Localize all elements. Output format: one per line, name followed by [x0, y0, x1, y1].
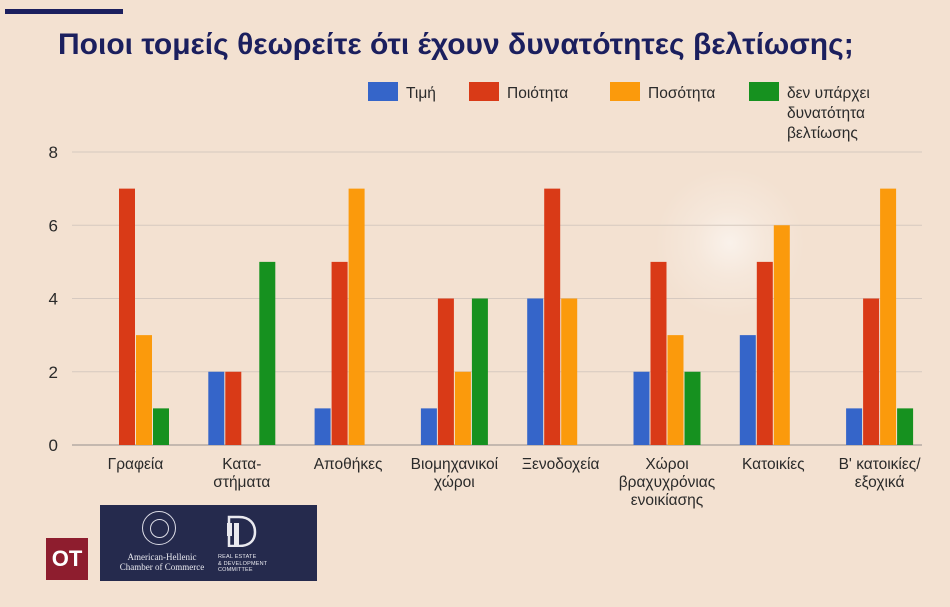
grid-lines [72, 151, 922, 446]
legend-swatch [469, 82, 499, 101]
bar [561, 298, 578, 445]
bar [846, 408, 863, 445]
ot-logo: OT [46, 538, 88, 580]
bar [684, 371, 701, 445]
legend-swatch [610, 82, 640, 101]
redc-name: REAL ESTATE & DEVELOPMENT COMMITTEE [218, 554, 268, 573]
x-tick-label: Β' κατοικίες/εξοχικά [839, 456, 922, 491]
sponsor-logo-panel: American-Hellenic Chamber of Commerce RE… [100, 505, 317, 581]
bar [153, 408, 169, 445]
bar [454, 371, 471, 445]
bar [225, 371, 242, 445]
legend-label: Ποσότητα [648, 85, 715, 102]
bar [527, 298, 544, 445]
amcham-name: American-Hellenic Chamber of Commerce [119, 552, 205, 572]
bar [650, 261, 667, 445]
x-tick-label: Κατοικίες [742, 456, 805, 473]
y-tick-label: 0 [49, 436, 58, 455]
bar [259, 261, 276, 445]
y-tick-label: 4 [49, 290, 58, 309]
bar [119, 188, 135, 445]
bar [863, 298, 880, 445]
y-axis-ticks: 0 2 4 6 8 [49, 143, 58, 455]
bar [667, 335, 684, 445]
bar [544, 188, 561, 445]
x-tick-label: Βιομηχανικοί χώροι [411, 456, 499, 491]
x-tick-label: Αποθήκες [314, 456, 383, 473]
bars [119, 188, 914, 445]
x-axis-labels: Γραφεία Κατα-στήματα Αποθήκες Βιομηχανικοί χ… [108, 456, 922, 509]
y-tick-label: 8 [49, 143, 58, 162]
bar [437, 298, 454, 445]
y-tick-label: 2 [49, 363, 58, 382]
bar [348, 188, 365, 445]
bar [208, 371, 225, 445]
legend-swatch [749, 82, 779, 101]
legend-label: δεν υπάρχει δυνατότητα βελτίωσης [787, 85, 870, 142]
y-tick-label: 6 [49, 216, 58, 235]
legend-label: Τιμή [406, 85, 436, 102]
bar [136, 335, 152, 445]
bar [773, 225, 790, 445]
bar [420, 408, 437, 445]
x-tick-label: Ξενοδοχεία [522, 456, 600, 473]
bar [314, 408, 331, 445]
bar [897, 408, 914, 445]
legend-swatch [368, 82, 398, 101]
bar [880, 188, 897, 445]
bar [471, 298, 488, 445]
chart-title: Ποιοι τομείς θεωρείτε ότι έχουν δυνατότη… [58, 28, 854, 61]
bar [756, 261, 773, 445]
x-tick-label: Κατα-στήματα [213, 456, 270, 491]
top-accent-rule [5, 9, 123, 14]
redc-logo-icon [227, 515, 257, 547]
bar [331, 261, 348, 445]
legend: Τιμή Ποιότητα Ποσότητα δεν υπάρχει δυνατότητ… [368, 82, 870, 142]
x-tick-label: Χώροι βραχυχρόνιας ενοικίασης [619, 456, 716, 509]
legend-label: Ποιότητα [507, 85, 568, 102]
bar [739, 335, 756, 445]
bar [633, 371, 650, 445]
amcham-seal-icon [142, 511, 176, 545]
x-tick-label: Γραφεία [108, 456, 164, 473]
